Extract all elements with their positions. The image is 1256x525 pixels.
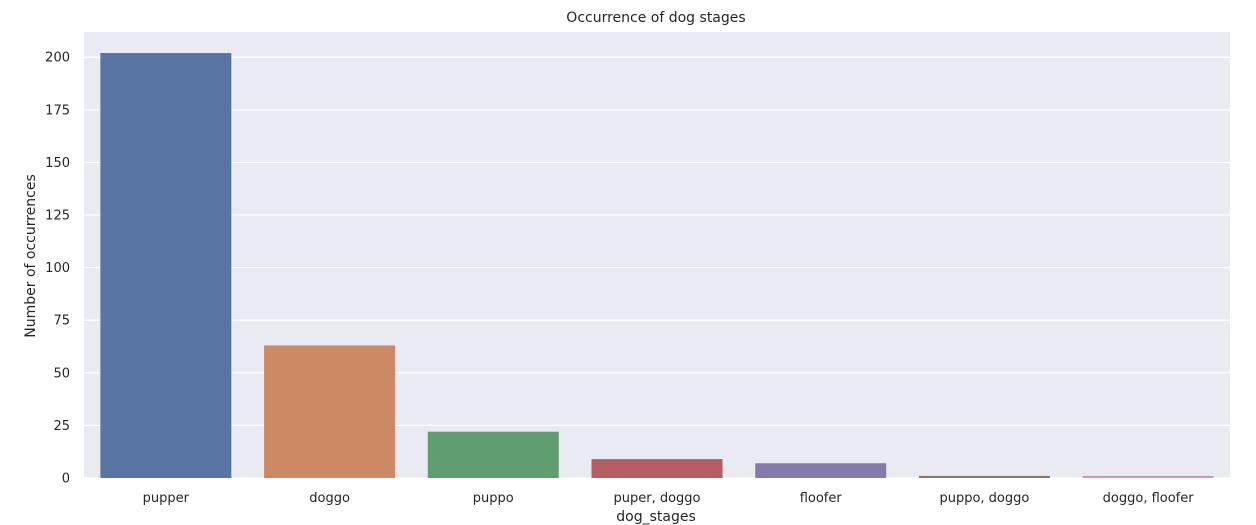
x-tick-label: pupper — [143, 491, 190, 506]
y-axis-ticks: 0 25 50 75 100 125 150 175 200 — [45, 51, 70, 487]
plot-background — [84, 32, 1230, 478]
y-tick-label: 100 — [45, 261, 70, 276]
bar-puppo-doggo — [918, 475, 1050, 478]
y-tick-label: 75 — [53, 314, 70, 329]
y-tick-label: 175 — [45, 103, 70, 118]
y-tick-label: 150 — [45, 156, 70, 171]
y-tick-label: 0 — [62, 472, 70, 487]
bar-doggo-floofer — [1082, 475, 1214, 478]
x-axis-label: dog_stages — [616, 509, 696, 525]
bar-puppo — [427, 431, 559, 478]
bar-doggo — [264, 345, 396, 478]
x-tick-label: puppo, doggo — [939, 491, 1029, 506]
x-tick-label: puper, doggo — [613, 491, 700, 506]
bar-floofer — [755, 463, 887, 478]
chart-title: Occurrence of dog stages — [566, 10, 745, 26]
y-tick-label: 50 — [53, 366, 70, 381]
y-axis-label: Number of occurrences — [23, 174, 39, 338]
x-axis-ticks: pupper doggo puppo puper, doggo floofer puppo… — [143, 491, 1195, 506]
x-tick-label: puppo — [473, 491, 514, 506]
bar-pupper — [100, 53, 232, 479]
x-tick-label: floofer — [800, 491, 843, 506]
y-tick-label: 200 — [45, 51, 70, 66]
x-tick-label: doggo, floofer — [1103, 491, 1195, 506]
y-tick-label: 125 — [45, 209, 70, 224]
y-tick-label: 25 — [53, 419, 70, 434]
x-tick-label: doggo — [309, 491, 350, 506]
bar-puper-doggo — [591, 459, 723, 478]
bars — [100, 53, 1214, 479]
